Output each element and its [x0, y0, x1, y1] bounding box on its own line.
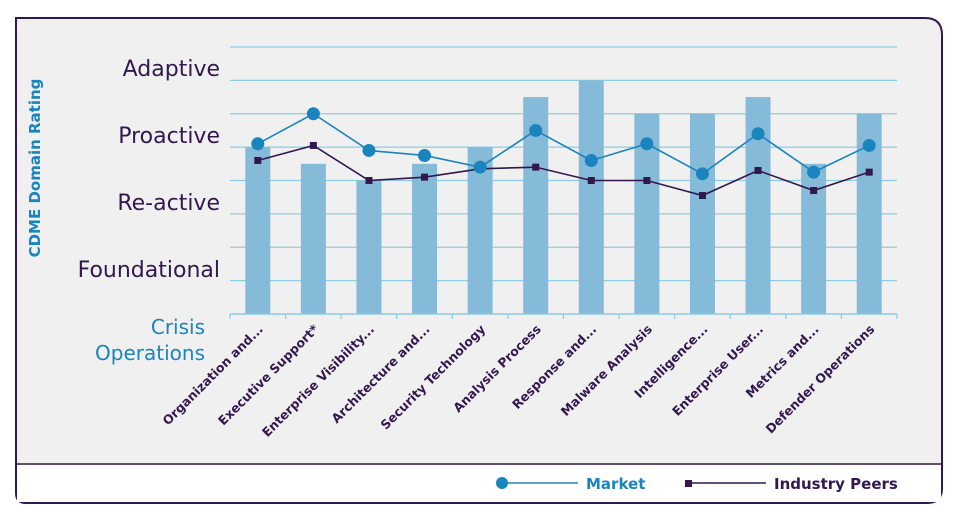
series-line: [257, 112, 870, 175]
series-point: [751, 127, 765, 141]
legend-market-label: Market: [586, 475, 645, 493]
y-level-label: Crisis: [151, 315, 205, 339]
bar: [467, 147, 493, 314]
series-point: [807, 165, 821, 179]
series-point: [643, 177, 651, 184]
legend-peers-marker: [685, 480, 692, 487]
bar: [689, 113, 715, 314]
bar: [356, 180, 382, 314]
series-point: [254, 156, 262, 164]
gridlines: [230, 46, 897, 282]
series-point: [309, 141, 317, 149]
series-point: [640, 137, 654, 151]
series-line: [257, 144, 870, 197]
series-point: [362, 143, 376, 157]
series-point: [695, 167, 709, 181]
series-point: [865, 168, 873, 176]
series-point: [529, 123, 543, 137]
series-point: [421, 173, 429, 181]
series-point: [862, 138, 876, 152]
y-level-label: Proactive: [118, 124, 220, 149]
series-point: [251, 137, 265, 151]
bar: [801, 163, 827, 314]
bar: [245, 147, 271, 314]
y-level-label: Adaptive: [123, 57, 220, 82]
series-point: [473, 160, 487, 174]
bar: [300, 163, 326, 314]
series-point: [306, 107, 320, 121]
series-point: [584, 153, 598, 167]
y-level-label: Re-active: [117, 191, 220, 216]
y-level-label: Operations: [95, 341, 205, 365]
series-point: [418, 148, 432, 162]
series-point: [810, 187, 818, 195]
series-point: [698, 192, 706, 200]
series-lines: [251, 107, 876, 200]
bars: [245, 80, 882, 314]
legend: Market Industry Peers: [496, 475, 898, 493]
legend-market-marker: [496, 477, 508, 489]
y-level-label: Foundational: [78, 258, 220, 283]
legend-peers-label: Industry Peers: [774, 475, 898, 493]
y-axis-title: CDME Domain Rating: [26, 79, 44, 258]
series-point: [587, 177, 595, 184]
series-point: [365, 177, 373, 184]
series-point: [532, 163, 540, 171]
series-point: [754, 166, 762, 174]
bar: [412, 163, 438, 314]
bar: [578, 80, 604, 314]
